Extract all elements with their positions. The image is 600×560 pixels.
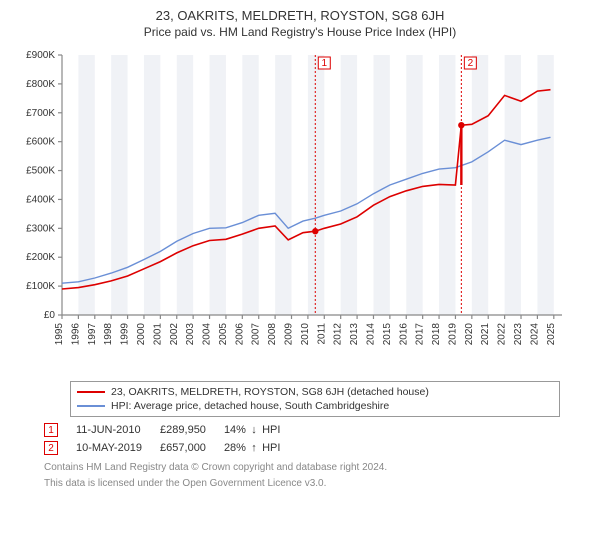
y-tick-label: £100K	[26, 281, 55, 292]
sale-delta: 28% ↑ HPI	[224, 439, 298, 457]
sales-row: 2 10-MAY-2019£657,00028% ↑ HPI	[44, 439, 298, 457]
legend-label-blue: HPI: Average price, detached house, Sout…	[111, 400, 389, 412]
x-tick-label: 2000	[136, 323, 147, 346]
x-tick-label: 2005	[218, 323, 229, 346]
chart-marker-label: 2	[468, 58, 474, 69]
sale-marker: 2	[44, 441, 58, 455]
sale-delta: 14% ↓ HPI	[224, 421, 298, 439]
y-tick-label: £700K	[26, 108, 55, 119]
x-tick-label: 2025	[546, 323, 557, 346]
footer-line-2: This data is licensed under the Open Gov…	[44, 477, 590, 491]
x-tick-label: 2013	[349, 323, 360, 346]
y-tick-label: £400K	[26, 194, 55, 205]
page-title: 23, OAKRITS, MELDRETH, ROYSTON, SG8 6JH	[10, 8, 590, 23]
x-tick-label: 2002	[169, 323, 180, 346]
y-tick-label: £500K	[26, 166, 55, 177]
legend: 23, OAKRITS, MELDRETH, ROYSTON, SG8 6JH …	[70, 381, 560, 417]
x-tick-label: 2012	[333, 323, 344, 346]
x-tick-label: 2022	[497, 323, 508, 346]
y-tick-label: £0	[44, 310, 56, 321]
y-tick-label: £800K	[26, 79, 55, 90]
x-tick-label: 2015	[382, 323, 393, 346]
sale-marker: 1	[44, 423, 58, 437]
sale-point	[458, 122, 464, 128]
y-tick-label: £600K	[26, 137, 55, 148]
x-tick-label: 2014	[365, 323, 376, 346]
x-tick-label: 1998	[103, 323, 114, 346]
x-tick-label: 1997	[87, 323, 98, 346]
x-tick-label: 2021	[480, 323, 491, 346]
x-tick-label: 2001	[152, 323, 163, 346]
legend-row-red: 23, OAKRITS, MELDRETH, ROYSTON, SG8 6JH …	[77, 385, 553, 399]
x-tick-label: 2011	[316, 323, 327, 345]
sale-price: £289,950	[160, 421, 224, 439]
x-tick-label: 2023	[513, 323, 524, 346]
x-tick-label: 2010	[300, 323, 311, 346]
legend-label-red: 23, OAKRITS, MELDRETH, ROYSTON, SG8 6JH …	[111, 386, 429, 398]
page-subtitle: Price paid vs. HM Land Registry's House …	[10, 25, 590, 39]
y-tick-label: £300K	[26, 223, 55, 234]
sales-row: 1 11-JUN-2010£289,95014% ↓ HPI	[44, 421, 298, 439]
sale-date: 10-MAY-2019	[76, 439, 160, 457]
sale-date: 11-JUN-2010	[76, 421, 160, 439]
x-tick-label: 2007	[251, 323, 262, 346]
x-tick-label: 2018	[431, 323, 442, 346]
x-tick-label: 2009	[284, 323, 295, 346]
x-tick-label: 2004	[202, 323, 213, 346]
x-tick-label: 2008	[267, 323, 278, 346]
y-tick-label: £200K	[26, 252, 55, 263]
chart-marker-label: 1	[321, 58, 327, 69]
y-tick-label: £900K	[26, 50, 55, 61]
x-tick-label: 2006	[234, 323, 245, 346]
sale-price: £657,000	[160, 439, 224, 457]
sales-table: 1 11-JUN-2010£289,95014% ↓ HPI 2 10-MAY-201…	[44, 421, 298, 457]
x-tick-label: 2017	[415, 323, 426, 346]
sale-point	[312, 228, 318, 234]
x-tick-label: 2003	[185, 323, 196, 346]
x-tick-label: 2024	[529, 323, 540, 346]
x-tick-label: 2020	[464, 323, 475, 346]
x-tick-label: 1999	[120, 323, 131, 346]
footer-line-1: Contains HM Land Registry data © Crown c…	[44, 461, 590, 475]
legend-row-blue: HPI: Average price, detached house, Sout…	[77, 399, 553, 413]
x-tick-label: 1995	[54, 323, 65, 346]
legend-swatch-blue	[77, 405, 105, 407]
price-chart: £0 £100K £200K £300K £400K £500K £600K £700K £80…	[10, 45, 590, 375]
chart-svg: £0 £100K £200K £300K £400K £500K £600K £700K £80…	[10, 45, 570, 375]
x-tick-label: 2019	[447, 323, 458, 346]
x-tick-label: 2016	[398, 323, 409, 346]
legend-swatch-red	[77, 391, 105, 393]
x-tick-label: 1996	[70, 323, 81, 346]
